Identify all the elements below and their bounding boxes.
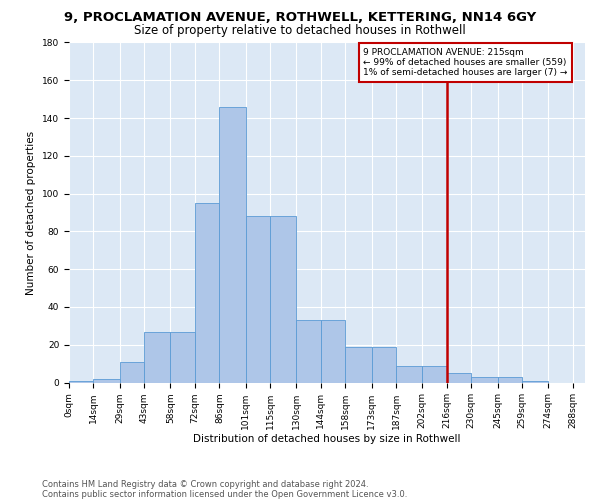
Bar [94, 378, 120, 382]
Bar [472, 377, 497, 382]
Bar [422, 366, 447, 382]
X-axis label: Distribution of detached houses by size in Rothwell: Distribution of detached houses by size … [193, 434, 461, 444]
Bar [220, 106, 245, 382]
Bar [195, 203, 220, 382]
Bar [497, 377, 522, 382]
Bar [270, 216, 296, 382]
Text: 9 PROCLAMATION AVENUE: 215sqm
← 99% of detached houses are smaller (559)
1% of s: 9 PROCLAMATION AVENUE: 215sqm ← 99% of d… [363, 48, 568, 78]
Bar [346, 346, 371, 382]
Text: Size of property relative to detached houses in Rothwell: Size of property relative to detached ho… [134, 24, 466, 37]
Bar [296, 320, 321, 382]
Bar [144, 332, 170, 382]
Bar [371, 346, 396, 382]
Bar [170, 332, 195, 382]
Text: Contains HM Land Registry data © Crown copyright and database right 2024.
Contai: Contains HM Land Registry data © Crown c… [42, 480, 407, 499]
Bar [69, 380, 94, 382]
Text: 9, PROCLAMATION AVENUE, ROTHWELL, KETTERING, NN14 6GY: 9, PROCLAMATION AVENUE, ROTHWELL, KETTER… [64, 11, 536, 24]
Bar [120, 362, 144, 382]
Bar [245, 216, 270, 382]
Bar [396, 366, 422, 382]
Bar [321, 320, 346, 382]
Y-axis label: Number of detached properties: Number of detached properties [26, 130, 37, 294]
Bar [447, 373, 472, 382]
Bar [522, 380, 548, 382]
